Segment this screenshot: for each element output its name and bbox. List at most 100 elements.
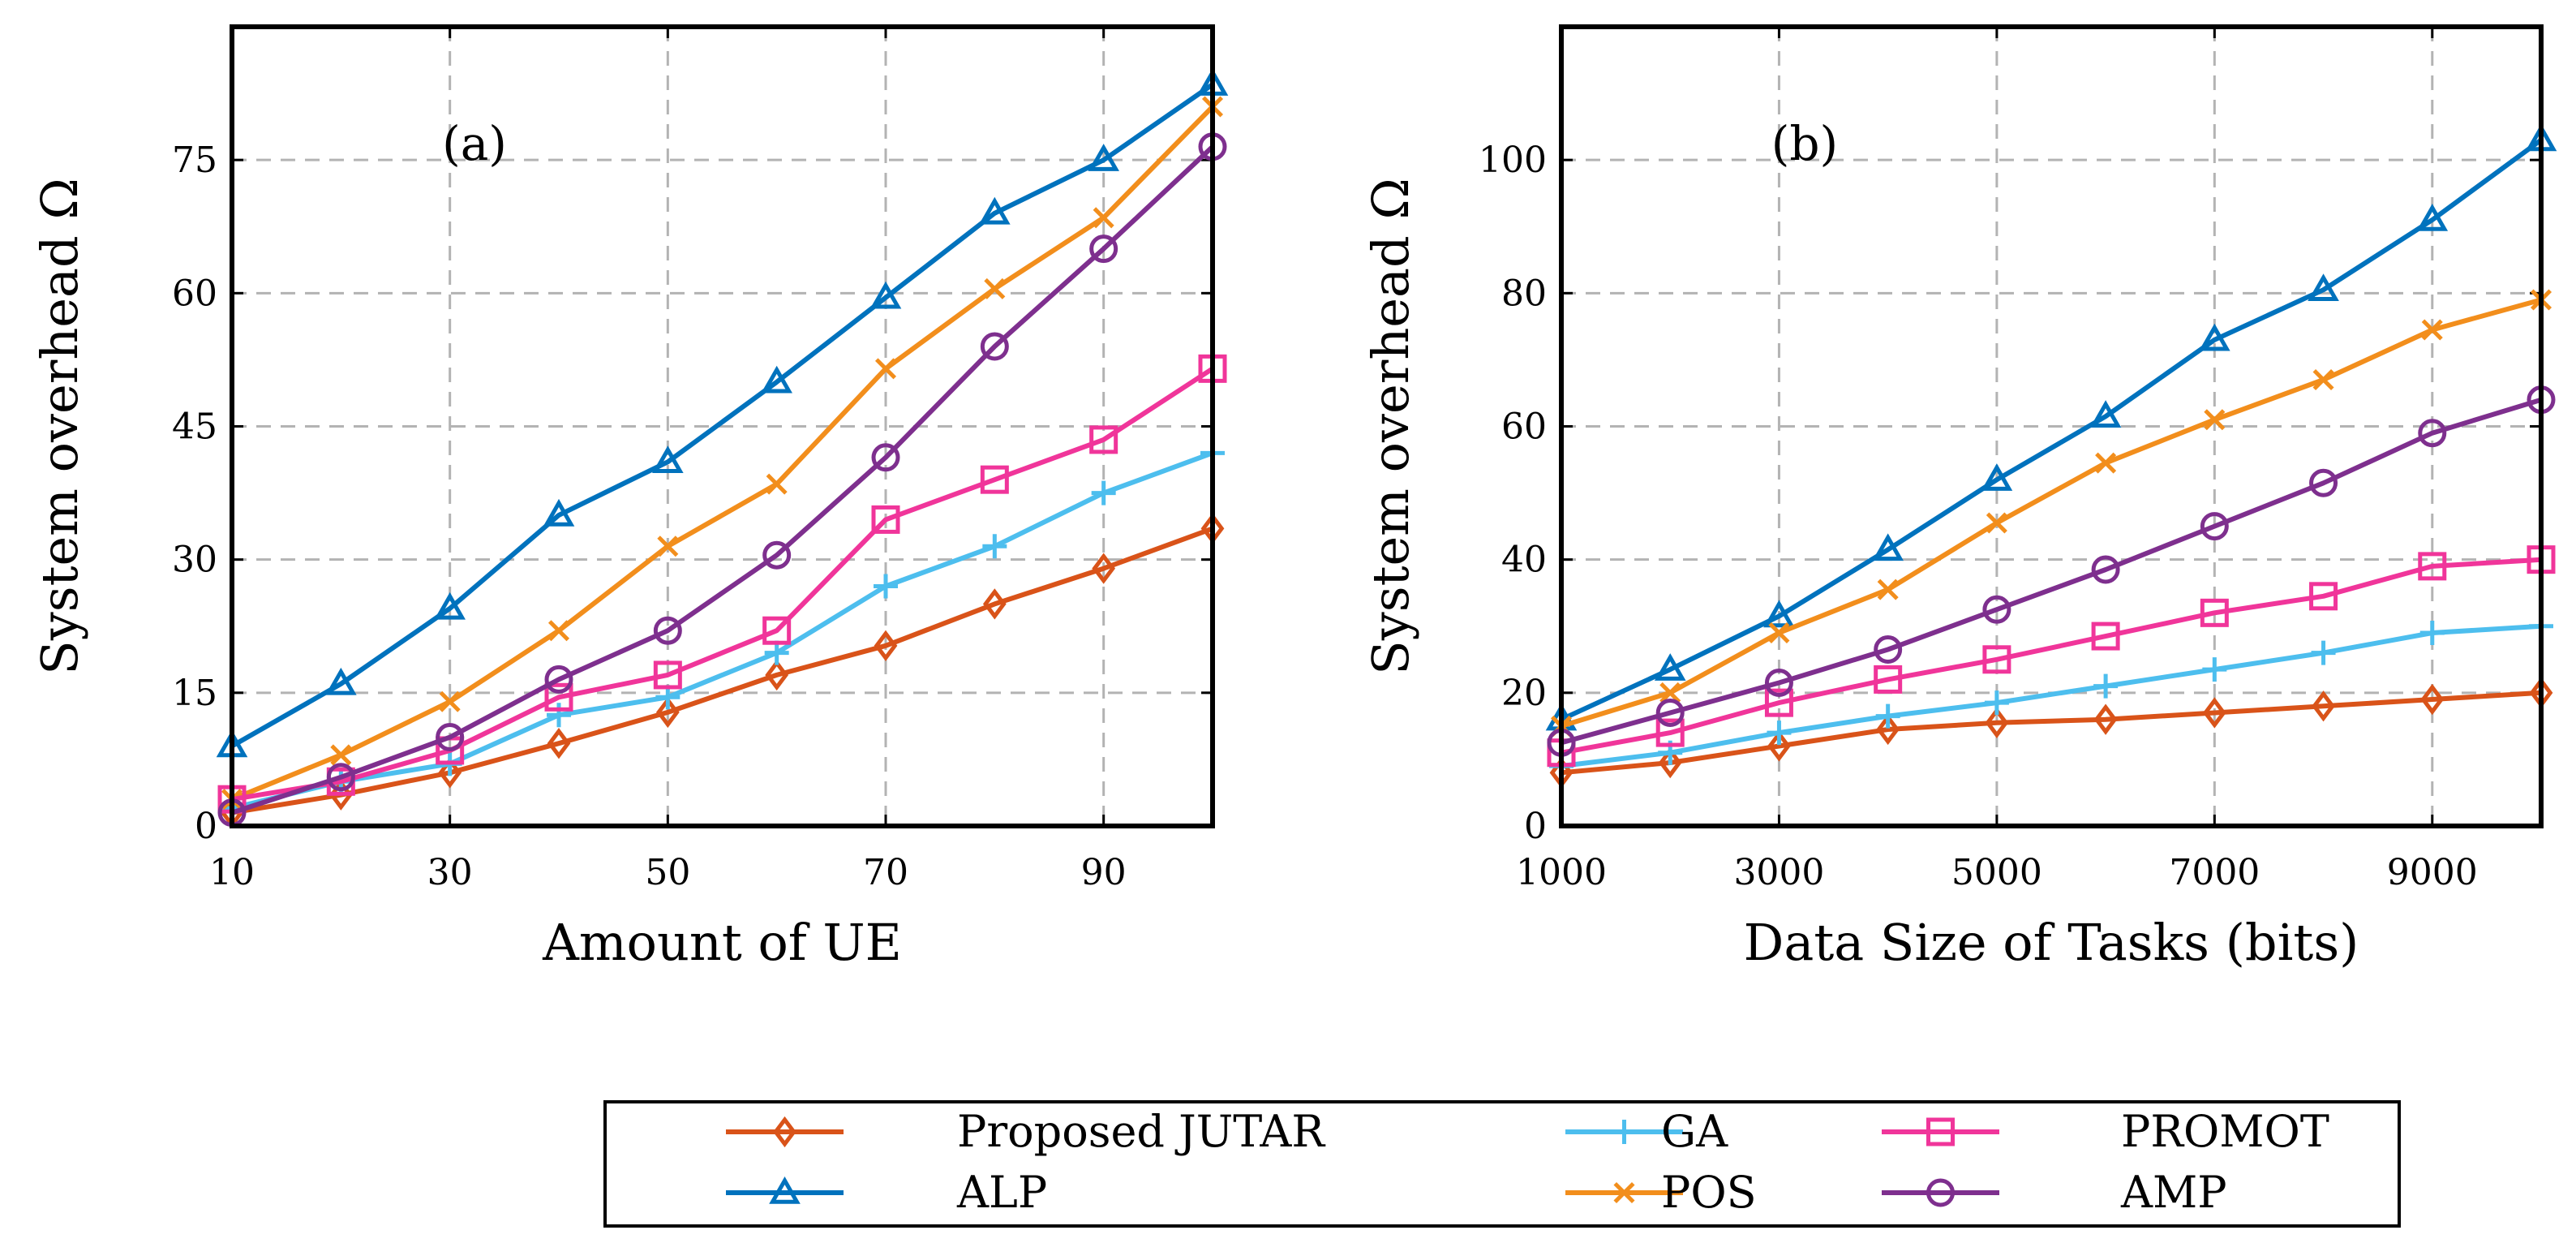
- legend-marker: [1613, 1181, 1635, 1204]
- data-point-promot: [1764, 688, 1793, 717]
- x-tick-label: 1000: [1516, 852, 1607, 893]
- data-point-amp: [326, 763, 355, 792]
- legend-marker: [773, 1116, 796, 1148]
- data-point-amp: [871, 443, 900, 472]
- data-point-proposed-jutar: [547, 728, 571, 759]
- series-line-alp: [1560, 138, 2543, 722]
- data-point-promot: [1982, 645, 2011, 674]
- data-point-promot: [2418, 552, 2447, 581]
- series-line-amp: [1561, 397, 2542, 746]
- x-tick-label: 5000: [1951, 852, 2042, 893]
- chart-panel-b: 1000 3000 5000 7000 9000 0 20 40 60 80 100 (b) Data …: [1361, 24, 2557, 972]
- series-line-proposed-jutar: [231, 526, 1214, 815]
- data-point-pos: [2095, 452, 2117, 474]
- data-point-promot: [1655, 718, 1685, 747]
- legend-entry-promot: PROMOT: [1882, 1106, 2329, 1157]
- chart-panel-a: 10 30 50 70 90 0 15 30 45 60 75 (a) Amount of UE Syst…: [30, 24, 1229, 972]
- legend-marker: [1612, 1120, 1637, 1144]
- data-point-pos: [2421, 319, 2443, 341]
- data-point-proposed-jutar: [1767, 730, 1791, 762]
- data-point-pos: [874, 358, 897, 380]
- legend-label: POS: [1661, 1167, 1757, 1218]
- data-point-alp: [979, 196, 1011, 225]
- x-axis-label: Amount of UE: [542, 913, 902, 972]
- legend-entry-ga: GA: [1565, 1106, 1728, 1157]
- legend: Proposed JUTAR GA PROMOT ALP POS AMP: [603, 1100, 2401, 1228]
- data-point-ga: [2419, 620, 2445, 645]
- panel-tag: (a): [442, 116, 507, 171]
- series-alp: [216, 68, 1229, 758]
- data-point-amp: [544, 665, 573, 694]
- data-point-ga: [547, 703, 571, 728]
- data-point-amp: [653, 616, 682, 645]
- data-point-amp: [2418, 419, 2447, 448]
- plot-frame: [230, 24, 1215, 828]
- data-point-amp: [1874, 634, 1903, 664]
- x-tick-label: 90: [1081, 852, 1127, 893]
- y-tick-label: 75: [172, 140, 217, 181]
- data-point-ga: [982, 534, 1007, 559]
- data-point-pos: [657, 536, 679, 557]
- data-point-alp: [1654, 653, 1686, 681]
- data-point-ga: [1767, 720, 1792, 746]
- data-point-promot: [980, 465, 1009, 494]
- data-point-alp: [1981, 463, 2013, 491]
- data-point-alp: [434, 591, 466, 620]
- data-point-amp: [1982, 595, 2011, 624]
- data-point-alp: [2308, 273, 2339, 301]
- data-point-alp: [1763, 600, 1795, 628]
- data-point-amp: [436, 723, 465, 752]
- legend-entry-pos: POS: [1565, 1167, 1757, 1218]
- data-point-proposed-jutar: [2312, 690, 2335, 722]
- series-line-promot: [231, 366, 1214, 802]
- data-point-promot: [1874, 665, 1903, 694]
- x-tick-label: 70: [863, 852, 908, 893]
- y-tick-label: 15: [172, 673, 217, 714]
- data-point-proposed-jutar: [2420, 683, 2445, 716]
- legend-entry-alp: ALP: [726, 1167, 1047, 1218]
- series-line-alp: [230, 82, 1214, 749]
- data-point-promot: [871, 505, 900, 534]
- data-point-proposed-jutar: [1092, 553, 1116, 584]
- data-point-proposed-jutar: [982, 588, 1007, 620]
- data-point-ga: [874, 574, 898, 599]
- legend-entry-proposed-jutar: Proposed JUTAR: [726, 1106, 1325, 1157]
- data-point-pos: [2312, 369, 2334, 391]
- y-tick-label: 100: [1479, 140, 1547, 181]
- legend-label: ALP: [956, 1167, 1047, 1218]
- y-tick-label: 0: [195, 806, 217, 847]
- series-amp: [1547, 385, 2556, 757]
- data-point-pos: [2204, 409, 2226, 431]
- legend-box: [603, 1100, 2401, 1228]
- data-point-amp: [762, 540, 792, 570]
- series-line-proposed-jutar: [1561, 690, 2542, 776]
- data-point-pos: [1659, 682, 1681, 703]
- data-point-alp: [2089, 400, 2122, 428]
- data-point-proposed-jutar: [1985, 707, 2009, 738]
- data-point-alp: [2416, 204, 2449, 231]
- data-point-amp: [980, 332, 1009, 361]
- data-point-pos: [1986, 512, 2007, 534]
- y-tick-label: 40: [1501, 540, 1547, 581]
- legend-marker: [769, 1176, 801, 1204]
- y-tick-label: 20: [1501, 673, 1547, 714]
- series-line-pos: [230, 105, 1215, 802]
- data-point-pos: [439, 690, 461, 712]
- x-axis-label: Data Size of Tasks (bits): [1744, 913, 2359, 972]
- series-ga: [1549, 613, 2553, 779]
- y-tick-label: 0: [1524, 806, 1547, 847]
- series-promot: [1547, 545, 2556, 768]
- data-point-amp: [1089, 234, 1118, 264]
- data-point-pos: [984, 277, 1006, 299]
- legend-marker: [1926, 1117, 1955, 1146]
- series-pos: [1550, 289, 2552, 737]
- x-tick-label: 10: [209, 852, 255, 893]
- series-line-amp: [231, 144, 1215, 815]
- data-point-ga: [2311, 640, 2336, 665]
- data-point-alp: [543, 498, 575, 527]
- series-line-ga: [231, 450, 1214, 811]
- y-tick-label: 60: [172, 273, 217, 314]
- data-point-alp: [325, 667, 357, 695]
- x-tick-label: 7000: [2169, 852, 2260, 893]
- y-tick-label: 60: [1501, 406, 1547, 448]
